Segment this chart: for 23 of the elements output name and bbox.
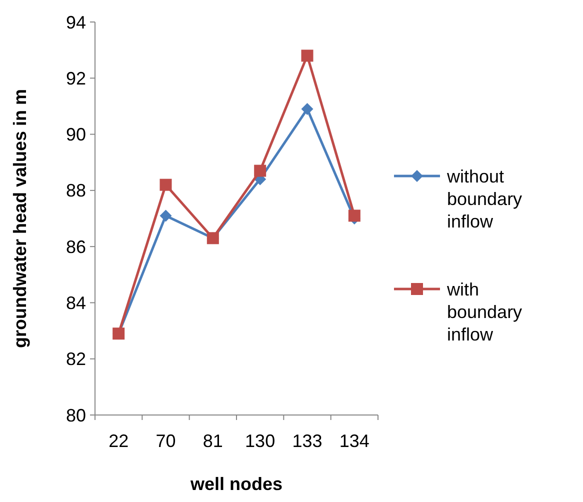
x-tick-label: 133: [292, 431, 322, 451]
x-tick-label: 130: [245, 431, 276, 451]
y-tick-label: 88: [66, 180, 86, 201]
y-tick-label: 90: [66, 124, 86, 145]
point: [160, 178, 172, 191]
x-tick-label: 134: [339, 431, 370, 451]
x-axis-title: well nodes: [189, 474, 283, 494]
point: [301, 50, 314, 62]
y-tick-label: 84: [66, 293, 86, 314]
legend-label: without boundary inflow: [446, 166, 522, 232]
x-tick-label: 22: [108, 431, 129, 451]
y-tick-label: 92: [66, 68, 86, 88]
point: [160, 210, 172, 222]
x-tick-label: 81: [202, 431, 223, 451]
y-tick-label: 80: [66, 405, 86, 426]
y-tick-label: 86: [66, 236, 86, 257]
point: [254, 164, 266, 177]
x-tick-label: 70: [156, 431, 176, 451]
y-axis-title: groundwater head values in m: [10, 88, 30, 348]
y-tick-label: 94: [66, 12, 86, 32]
y-tick-label: 82: [66, 349, 86, 370]
legend-label: with boundary inflow: [446, 279, 522, 344]
point: [301, 103, 314, 116]
